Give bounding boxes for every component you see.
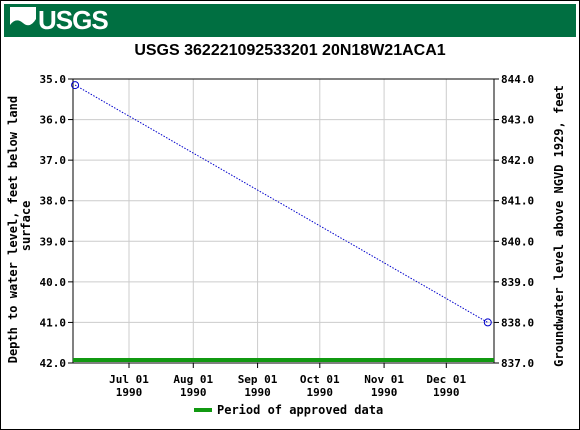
left-tick-label: 35.0 [40, 73, 67, 86]
right-tick-label: 840.0 [501, 235, 534, 248]
x-tick-month: Jul 01 [109, 373, 149, 386]
usgs-logo[interactable]: USGS [10, 5, 109, 35]
x-tick-year: 1990 [371, 386, 398, 399]
left-tick-label: 39.0 [40, 235, 67, 248]
left-tick-label: 38.0 [40, 195, 67, 208]
right-axis-label: Groundwater level above NGVD 1929, feet [552, 85, 566, 367]
x-tick-year: 1990 [116, 386, 143, 399]
data-point[interactable] [483, 318, 492, 327]
right-tick-label: 844.0 [501, 73, 534, 86]
legend-label: Period of approved data [217, 403, 383, 417]
chart-title: USGS 362221092533201 20N18W21ACA1 [134, 42, 446, 59]
data-series [71, 81, 492, 327]
series-line [74, 84, 489, 323]
usgs-banner: USGS [4, 4, 576, 37]
x-tick-month: Oct 01 [300, 373, 340, 386]
legend: Period of approved data [194, 403, 383, 417]
right-tick-label: 841.0 [501, 195, 534, 208]
right-tick-label: 842.0 [501, 154, 534, 167]
usgs-wave-icon [10, 7, 36, 33]
logo-text: USGS [38, 5, 109, 35]
x-tick-year: 1990 [433, 386, 460, 399]
left-tick-label: 40.0 [40, 276, 67, 289]
left-tick-label: 41.0 [40, 316, 67, 329]
right-tick-label: 837.0 [501, 357, 534, 370]
x-tick-month: Dec 01 [426, 373, 466, 386]
x-tick-year: 1990 [180, 386, 207, 399]
x-tick-month: Aug 01 [173, 373, 213, 386]
x-tick-month: Sep 01 [238, 373, 278, 386]
left-tick-label: 37.0 [40, 154, 67, 167]
right-tick-label: 839.0 [501, 276, 534, 289]
left-tick-label: 42.0 [40, 357, 67, 370]
right-axis-ticks: 844.0 843.0 842.0 841.0 840.0 839.0 838.0 837.0 [494, 73, 534, 370]
left-axis-ticks: 35.0 36.0 37.0 38.0 39.0 40.0 41.0 42.0 [40, 73, 73, 370]
grid-lines [73, 78, 494, 364]
right-tick-label: 843.0 [501, 114, 534, 127]
plot-area [72, 78, 495, 364]
left-tick-label: 36.0 [40, 114, 67, 127]
x-tick-month: Nov 01 [364, 373, 404, 386]
right-tick-label: 838.0 [501, 316, 534, 329]
left-axis-label: Depth to water level, feet below land su… [6, 89, 33, 364]
x-tick-year: 1990 [244, 386, 271, 399]
data-point[interactable] [71, 81, 80, 90]
x-tick-year: 1990 [307, 386, 334, 399]
